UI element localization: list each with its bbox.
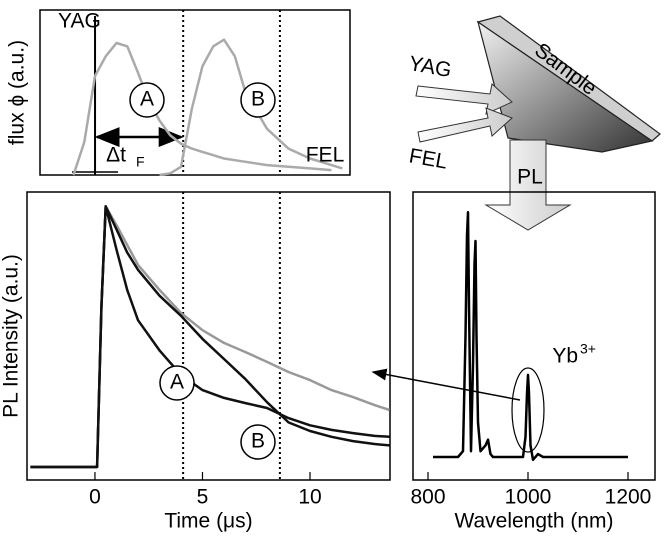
yag-arrow [415, 83, 513, 115]
x-tick-label: 800 [410, 486, 445, 509]
yag-label: YAG [407, 52, 453, 82]
plot-frame [39, 9, 351, 176]
label-circle [129, 82, 165, 118]
annotation: B [251, 88, 265, 111]
x-tick-label: 1000 [505, 486, 552, 509]
annotation: YAG [58, 10, 101, 33]
annotation: A [140, 88, 154, 111]
series-line [30, 205, 390, 469]
fel-arrow [417, 107, 513, 143]
annotation: 3+ [580, 341, 596, 357]
label-circle [159, 365, 195, 401]
y-axis-label: flux ϕ (a.u.) [6, 40, 29, 145]
y-axis-label: PL Intensity (a.u.) [0, 254, 23, 418]
annotation: F [136, 154, 145, 170]
x-tick-label: 1200 [605, 486, 652, 509]
annotation: Yb [552, 345, 578, 368]
x-axis-label: Wavelength (nm) [454, 510, 613, 533]
x-tick-label: 0 [89, 486, 101, 509]
label-circle [240, 424, 276, 460]
sample [477, 20, 654, 153]
annotation: B [251, 430, 265, 453]
peak-highlight [511, 367, 545, 453]
x-tick-label: 10 [298, 486, 321, 509]
fel-label: FEL [407, 144, 449, 173]
link-arrow [371, 368, 521, 401]
annotation: Δt [106, 144, 126, 167]
x-axis-label: Time (μs) [164, 510, 252, 533]
pl-arrow [484, 139, 572, 231]
annotation: FEL [306, 144, 345, 167]
series-line [30, 205, 390, 469]
annotation: A [170, 371, 184, 394]
plot-frame [26, 191, 391, 481]
x-tick-label: 5 [197, 486, 209, 509]
series-line [433, 210, 628, 462]
pl-label: PL [517, 166, 543, 189]
series-line [159, 38, 343, 177]
label-circle [240, 82, 276, 118]
series-line [72, 41, 332, 176]
series-line [30, 205, 390, 469]
plot-frame [412, 191, 656, 481]
